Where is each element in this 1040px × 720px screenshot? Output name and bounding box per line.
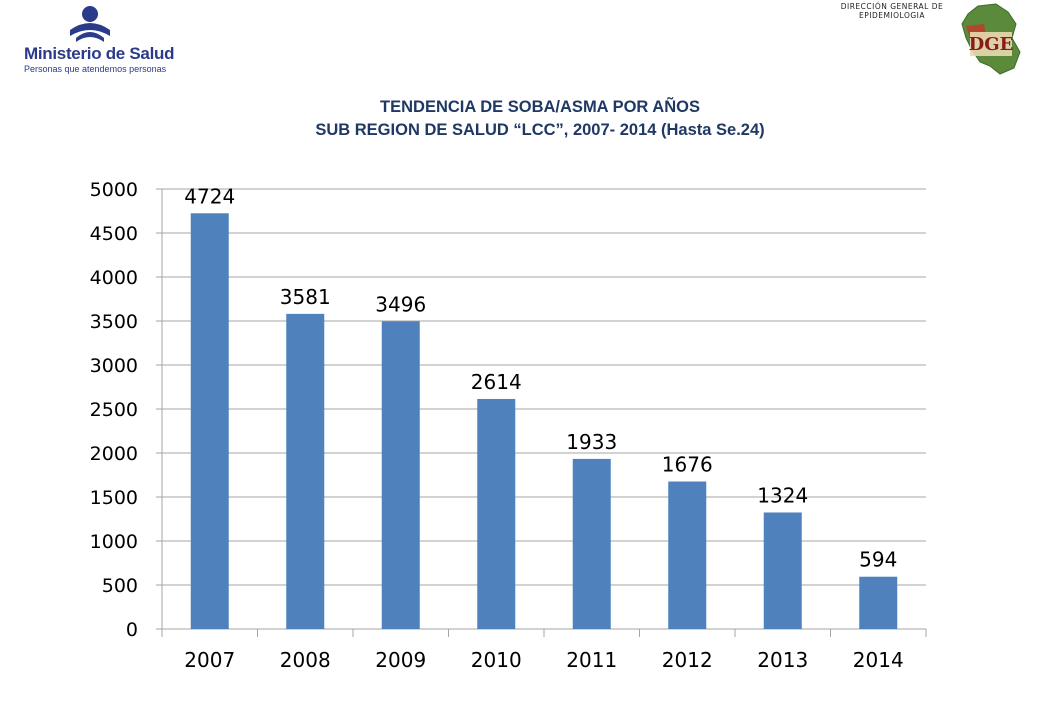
x-axis-ticks: 2007 2008 2009 2010 2011 2012 2013 2014 — [184, 648, 903, 672]
bar-2008 — [286, 313, 325, 629]
y-tick-label: 1500 — [90, 487, 138, 509]
bar-2009 — [381, 321, 420, 629]
data-label-2013: 1324 — [757, 483, 808, 507]
data-label-2007: 4724 — [184, 184, 235, 208]
y-tick-label: 1000 — [90, 531, 138, 553]
y-tick-label: 4000 — [90, 267, 138, 289]
ministry-figure-icon — [70, 6, 110, 42]
bar-2007 — [190, 213, 229, 629]
y-axis-ticks: 0 500 1000 1500 2000 2500 3000 3500 4000 4500 5000 — [90, 179, 138, 641]
ministry-logo: Ministerio de Salud Personas que atendem… — [20, 4, 174, 76]
chart-title-line1: TENDENCIA DE SOBA/ASMA POR AÑOS — [380, 98, 700, 116]
data-label-2014: 594 — [859, 548, 897, 572]
data-label-2009: 3496 — [375, 292, 426, 316]
x-tick-label-2009: 2009 — [375, 648, 426, 672]
dge-caption-line2: EPIDEMIOLOGIA — [858, 11, 926, 20]
bar-2014 — [859, 576, 898, 629]
x-tick-label-2013: 2013 — [757, 648, 808, 672]
y-tick-label: 2000 — [90, 443, 138, 465]
bar-2010 — [477, 398, 516, 629]
bars — [190, 213, 898, 629]
bar-2011 — [572, 458, 611, 629]
x-tick-label-2007: 2007 — [184, 648, 235, 672]
y-tick-label: 2500 — [90, 399, 138, 421]
grid-lines — [156, 188, 927, 637]
ministry-name: Ministerio de Salud — [24, 44, 175, 63]
data-labels: 4724 3581 3496 2614 1933 1676 1324 594 — [184, 184, 897, 571]
data-label-2011: 1933 — [566, 430, 617, 454]
dge-logo-text: DGE — [969, 34, 1014, 55]
dge-caption-line1: DIRECCIÓN GENERAL DE — [840, 2, 944, 11]
y-tick-label: 4500 — [90, 223, 138, 245]
data-label-2008: 3581 — [280, 285, 331, 309]
x-tick-label-2012: 2012 — [662, 648, 713, 672]
chart-title: TENDENCIA DE SOBA/ASMA POR AÑOS SUB REGI… — [0, 96, 1040, 142]
y-tick-label: 0 — [126, 619, 138, 641]
y-tick-label: 5000 — [90, 179, 138, 201]
ministry-motto: Personas que atendemos personas — [24, 64, 167, 74]
x-tick-label-2014: 2014 — [853, 648, 904, 672]
data-label-2010: 2614 — [471, 370, 522, 394]
x-tick-label-2008: 2008 — [280, 648, 331, 672]
y-tick-label: 3000 — [90, 355, 138, 377]
data-label-2012: 1676 — [662, 453, 713, 477]
bar-2012 — [668, 481, 707, 629]
y-tick-label: 500 — [102, 575, 138, 597]
chart-title-line2: SUB REGION DE SALUD “LCC”, 2007- 2014 (H… — [315, 121, 765, 139]
dge-logo: DGE — [956, 2, 1024, 76]
bar-2013 — [763, 512, 802, 629]
dge-caption: DIRECCIÓN GENERAL DE EPIDEMIOLOGIA — [828, 2, 956, 20]
x-tick-label-2011: 2011 — [566, 648, 617, 672]
y-tick-label: 3500 — [90, 311, 138, 333]
x-tick-label-2010: 2010 — [471, 648, 522, 672]
dge-map-icon: DGE — [961, 3, 1021, 75]
